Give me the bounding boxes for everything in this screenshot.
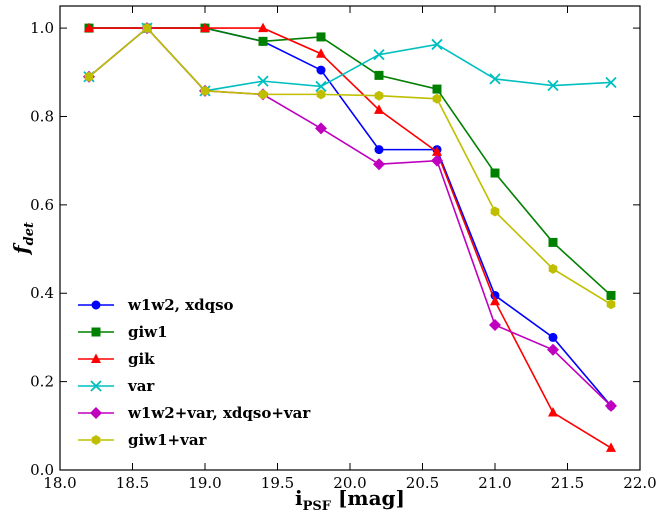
data-point [258, 89, 268, 100]
data-point [84, 71, 94, 82]
legend-label: w1w2+var, xdqso+var [127, 404, 311, 422]
data-point [432, 93, 442, 104]
x-axis-title-main: i [295, 486, 303, 510]
ticks-layer: 18.0 18.5 19.0 19.5 20.0 20.5 21.0 21.5 22.0 0.0 0… [30, 6, 657, 492]
data-point [547, 343, 559, 356]
data-point [548, 237, 558, 247]
legend-label: giw1 [128, 323, 168, 341]
data-point [490, 168, 500, 178]
data-point [200, 85, 210, 96]
data-point [316, 32, 326, 42]
data-point [606, 299, 616, 310]
data-point [373, 158, 385, 171]
plot-frame [59, 5, 641, 471]
series-1 [84, 23, 616, 300]
x-tick-label: 19.5 [261, 474, 294, 492]
data-point [374, 145, 384, 155]
legend-marker [91, 327, 101, 337]
data-point [548, 263, 558, 274]
legend-marker [91, 300, 101, 310]
data-point [374, 70, 384, 80]
data-point [432, 84, 442, 94]
data-point [490, 206, 500, 217]
legend-marker [91, 353, 101, 363]
data-point [432, 146, 442, 156]
x-tick-label: 20.0 [333, 474, 366, 492]
x-axis-title-sub: PSF [303, 499, 332, 514]
series-line [88, 26, 612, 305]
legend-label: giw1+var [128, 431, 208, 449]
data-point [490, 295, 500, 306]
data-point [315, 122, 327, 135]
legend-marker [91, 435, 101, 445]
data-point [431, 154, 443, 167]
plot-layer [83, 22, 617, 452]
legend-label: gik [128, 350, 155, 368]
data-point [605, 76, 617, 89]
data-point [257, 75, 269, 87]
data-point [431, 38, 443, 51]
legend-label: w1w2, xdqso [127, 296, 234, 314]
x-tick-label: 21.5 [551, 474, 584, 492]
data-point [373, 48, 385, 61]
y-axis-title-main: f [9, 242, 33, 256]
data-point [547, 79, 559, 92]
data-point [606, 290, 616, 300]
series-line [89, 27, 612, 297]
legend-marker [90, 380, 102, 392]
series-5 [84, 23, 616, 310]
legend-marker [90, 407, 102, 419]
x-tick-label: 19.0 [188, 474, 221, 492]
series-3 [83, 22, 617, 97]
x-tick-label: 21.0 [478, 474, 511, 492]
y-tick-label: 0.0 [30, 461, 54, 479]
series-4 [83, 22, 617, 412]
y-tick-label: 0.2 [30, 373, 54, 391]
data-point [315, 80, 327, 93]
data-point [374, 90, 384, 101]
x-axis-title: iPSF [mag] [295, 486, 405, 514]
data-point [258, 36, 268, 46]
x-tick-label: 20.5 [406, 474, 439, 492]
data-point [489, 73, 501, 85]
y-tick-label: 0.4 [30, 284, 54, 302]
y-axis-title: fdet [9, 222, 37, 256]
data-point [606, 442, 616, 452]
x-tick-label: 18.0 [43, 474, 76, 492]
data-point [374, 104, 384, 114]
x-tick-label: 18.5 [116, 474, 149, 492]
y-axis-title-sub: det [22, 222, 37, 245]
legend-label: var [127, 377, 155, 395]
legend: w1w2, xdqso giw1 gik var w1w2+var, xdqso+var… [78, 296, 311, 449]
data-point [316, 89, 326, 100]
data-point [142, 23, 152, 34]
y-tick-label: 0.6 [30, 196, 54, 214]
data-point [316, 48, 326, 58]
data-point [316, 65, 326, 75]
x-tick-label: 22.0 [623, 474, 656, 492]
y-tick-label: 0.8 [30, 107, 54, 125]
data-point [84, 22, 94, 33]
series-line [89, 27, 612, 449]
data-point [548, 407, 558, 417]
data-point [200, 22, 210, 33]
data-point [605, 399, 617, 412]
data-point [258, 22, 268, 33]
data-point [489, 319, 501, 332]
data-point [548, 332, 558, 342]
series-2 [84, 22, 616, 452]
y-tick-label: 1.0 [30, 19, 54, 37]
x-axis-title-unit: [mag] [331, 486, 405, 510]
